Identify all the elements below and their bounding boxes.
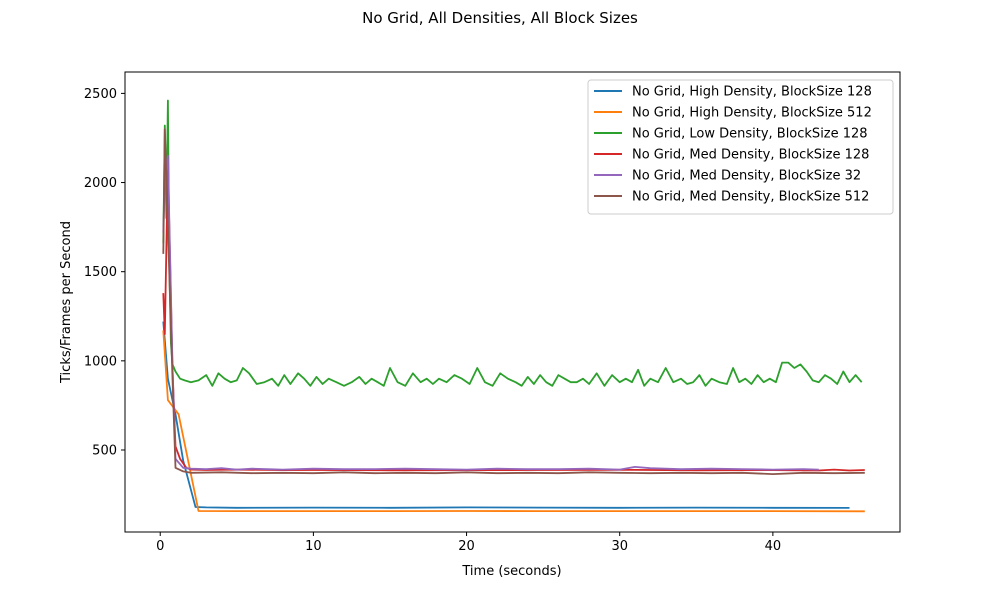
legend-entry: No Grid, Med Density, BlockSize 128 — [632, 148, 869, 163]
series-layer — [162, 99, 865, 513]
y-tick-label: 1000 — [84, 354, 117, 369]
x-tick-label: 20 — [458, 539, 475, 554]
legend-entry: No Grid, Med Density, BlockSize 512 — [632, 190, 869, 205]
x-axis-label: Time (seconds) — [461, 564, 561, 579]
series-line-2 — [162, 330, 865, 513]
legend-entry: No Grid, Med Density, BlockSize 32 — [632, 169, 861, 184]
y-axis-label: Ticks/Frames per Second — [59, 221, 74, 384]
y-tick-label: 2000 — [84, 176, 117, 191]
x-tick-label: 10 — [305, 539, 322, 554]
legend-entry: No Grid, Low Density, BlockSize 128 — [632, 127, 868, 142]
plot-frame — [124, 71, 901, 533]
x-tick-label: 0 — [156, 539, 164, 554]
x-tick-label: 30 — [611, 539, 628, 554]
axes-layer: 0 10 20 30 40 500 1000 1500 2000 2500 — [84, 87, 781, 554]
series-line-6 — [162, 128, 865, 476]
chart-title: No Grid, All Densities, All Block Sizes — [362, 9, 638, 27]
series-line-1 — [162, 321, 850, 509]
y-tick-label: 1500 — [84, 265, 117, 280]
series-line-3 — [162, 99, 863, 387]
series-line-5 — [162, 154, 819, 471]
legend: No Grid, High Density, BlockSize 128 No G… — [587, 79, 894, 215]
y-tick-label: 500 — [92, 443, 117, 458]
y-tick-label: 2500 — [84, 87, 117, 102]
legend-box — [587, 79, 894, 215]
legend-entry: No Grid, High Density, BlockSize 128 — [632, 85, 872, 100]
legend-entry: No Grid, High Density, BlockSize 512 — [632, 106, 872, 121]
x-tick-label: 40 — [765, 539, 782, 554]
